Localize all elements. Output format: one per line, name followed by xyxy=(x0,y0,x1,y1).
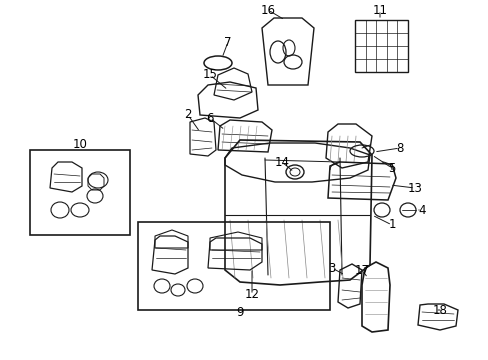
Text: 18: 18 xyxy=(432,303,447,316)
Text: 13: 13 xyxy=(407,181,422,194)
Text: 9: 9 xyxy=(236,306,243,319)
Text: 4: 4 xyxy=(417,203,425,216)
Text: 7: 7 xyxy=(224,36,231,49)
Bar xyxy=(138,222,329,310)
Bar xyxy=(30,150,130,235)
Text: 11: 11 xyxy=(372,4,386,17)
Text: 8: 8 xyxy=(395,141,403,154)
Text: 3: 3 xyxy=(327,261,335,274)
Text: 17: 17 xyxy=(354,264,369,276)
Text: 2: 2 xyxy=(184,108,191,122)
Text: 1: 1 xyxy=(387,219,395,231)
Text: 14: 14 xyxy=(274,156,289,168)
Text: 10: 10 xyxy=(72,139,87,152)
Text: 5: 5 xyxy=(387,162,395,175)
Text: 15: 15 xyxy=(202,68,217,81)
Text: 12: 12 xyxy=(244,288,259,302)
Text: 6: 6 xyxy=(206,112,213,125)
Text: 16: 16 xyxy=(260,4,275,17)
